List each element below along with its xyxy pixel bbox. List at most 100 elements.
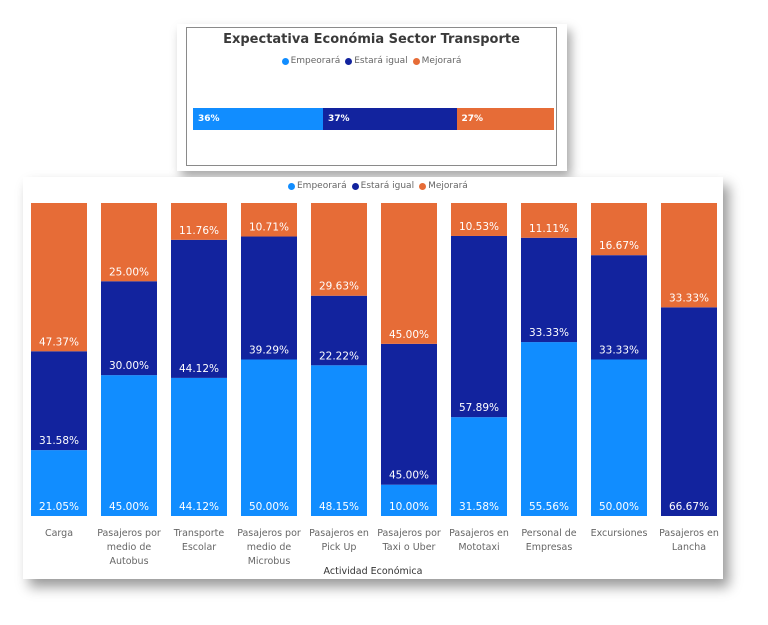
data-label: 66.67% [669, 501, 709, 513]
data-label: 45.00% [389, 470, 429, 482]
legend-dot-estara-igual-icon [345, 57, 353, 65]
bar-segment-empeorara[interactable] [31, 450, 87, 516]
legend-label: Mejorará [421, 56, 462, 66]
x-tick-label: Taxi o Uber [382, 542, 436, 553]
activity-chart-panel: Empeorará Estará igual Mejorará 21.05% 31… [23, 177, 723, 579]
data-label: 33.33% [669, 292, 709, 304]
data-label: 22.22% [319, 350, 359, 362]
bar-segment-mejorara[interactable] [661, 203, 717, 308]
summary-chart-panel: Expectativa Económia Sector Transporte E… [177, 24, 567, 171]
data-label: 10.53% [459, 221, 499, 233]
data-label: 33.33% [529, 327, 569, 339]
bar-segment-mejorara[interactable] [451, 203, 507, 236]
legend-dot-mejorara-icon [412, 57, 420, 65]
x-axis-title: Actividad Económica [324, 566, 423, 577]
bar-segment-estara-igual[interactable] [101, 281, 157, 376]
legend-label: Empeorará [297, 181, 347, 191]
legend-item-empeorara[interactable]: Empeorará [281, 56, 341, 66]
bar-segment-mejorara[interactable] [241, 203, 297, 237]
bar-segment-empeorara[interactable] [171, 377, 227, 516]
legend-dot-empeorara-icon [281, 57, 289, 65]
x-tick-label: Pasajeros en [449, 528, 509, 539]
x-tick-label: Pasajeros por [97, 528, 161, 539]
bar-segment-mejorara[interactable] [521, 203, 577, 238]
bar-segment-mejorara[interactable] [101, 203, 157, 282]
bar-segment-empeorara[interactable] [101, 375, 157, 516]
legend-item-mejorara[interactable]: Mejorará [412, 56, 462, 66]
data-label: 55.56% [529, 501, 569, 513]
x-tick-label: Mototaxi [458, 542, 499, 553]
x-tick-label: Excursiones [591, 528, 648, 539]
legend-label: Empeorará [290, 56, 341, 66]
legend-dot-empeorara-icon [288, 182, 295, 190]
data-label: 21.05% [39, 501, 79, 513]
data-label: 45.00% [109, 501, 149, 513]
data-label: 11.76% [179, 225, 219, 237]
bar-segment-empeorara[interactable] [311, 365, 367, 516]
x-tick-label: medio de [247, 542, 292, 553]
legend-label: Estará igual [360, 181, 415, 191]
x-tick-label: Pasajeros en [659, 528, 719, 539]
bar-segment-estara-igual[interactable] [171, 239, 227, 378]
data-label: 16.67% [599, 240, 639, 252]
data-label: 33.33% [599, 345, 639, 357]
x-tick-label: Personal de [521, 528, 576, 539]
bar-segment-empeorara[interactable]: 36% [193, 108, 323, 130]
bar-segment-estara-igual[interactable] [241, 236, 297, 360]
bar-segment-mejorara[interactable] [171, 203, 227, 240]
bar-segment-estara-igual[interactable]: 37% [322, 108, 457, 130]
legend-label: Mejorará [428, 181, 468, 191]
data-label: 10.71% [249, 222, 289, 234]
data-label: 44.12% [179, 363, 219, 375]
data-label: 50.00% [249, 501, 289, 513]
legend-dot-mejorara-icon [419, 182, 427, 190]
data-label: 25.00% [109, 266, 149, 278]
summary-stacked-bar: 36% 37% 27% [193, 108, 554, 130]
bar-segment-estara-igual[interactable] [311, 295, 367, 366]
x-tick-label: Empresas [526, 542, 573, 553]
bar-segment-mejorara[interactable] [31, 203, 87, 352]
bar-segment-mejorara[interactable] [591, 203, 647, 256]
data-label: 31.58% [459, 501, 499, 513]
x-tick-label: Lancha [672, 542, 706, 553]
x-tick-label: Carga [45, 528, 73, 539]
bar-segment-estara-igual[interactable] [591, 255, 647, 360]
x-tick-label: Pasajeros por [237, 528, 301, 539]
x-tick-label: Pick Up [322, 542, 357, 553]
data-label: 45.00% [389, 329, 429, 341]
data-label: 10.00% [389, 501, 429, 513]
bar-segment-empeorara[interactable] [591, 359, 647, 517]
data-label: 44.12% [179, 501, 219, 513]
legend-item-estara-igual[interactable]: Estará igual [351, 181, 415, 191]
x-tick-label: Microbus [248, 556, 291, 567]
bar-segment-empeorara[interactable] [241, 359, 297, 517]
bar-segment-estara-igual[interactable] [451, 235, 507, 418]
x-tick-label: Autobus [109, 556, 148, 567]
data-label: 48.15% [319, 501, 359, 513]
data-label: 57.89% [459, 402, 499, 414]
data-label: 47.37% [39, 336, 79, 348]
legend-item-estara-igual[interactable]: Estará igual [345, 56, 408, 66]
bar-segment-mejorara[interactable]: 27% [456, 108, 554, 130]
activity-stacked-column-chart: 21.05% 31.58% 47.37% Carga 45.00% 30.00% 25.00… [31, 203, 719, 577]
bar-segment-estara-igual[interactable] [381, 343, 437, 485]
activity-chart-legend: Empeorará Estará igual Mejorará [288, 181, 468, 191]
bar-segment-estara-igual[interactable] [31, 351, 87, 451]
bar-segment-empeorara[interactable] [451, 417, 507, 516]
x-tick-label: medio de [107, 542, 152, 553]
legend-item-mejorara[interactable]: Mejorará [419, 181, 468, 191]
legend-item-empeorara[interactable]: Empeorará [288, 181, 347, 191]
bar-segment-empeorara[interactable] [521, 342, 577, 516]
bar-segment-estara-igual[interactable] [661, 307, 717, 516]
bar-segment-mejorara[interactable] [381, 203, 437, 344]
x-tick-label: Escolar [182, 542, 216, 553]
x-tick-label: Pasajeros por [377, 528, 441, 539]
bar-segment-mejorara[interactable] [311, 203, 367, 296]
x-tick-label: Pasajeros en [309, 528, 369, 539]
bar-segment-estara-igual[interactable] [521, 237, 577, 343]
bar-segment-empeorara[interactable] [381, 484, 437, 516]
summary-chart-title: Expectativa Económia Sector Transporte [223, 32, 520, 47]
data-label: 11.11% [529, 223, 569, 235]
summary-chart-frame: Expectativa Económia Sector Transporte E… [186, 27, 557, 166]
data-label: 50.00% [599, 501, 639, 513]
